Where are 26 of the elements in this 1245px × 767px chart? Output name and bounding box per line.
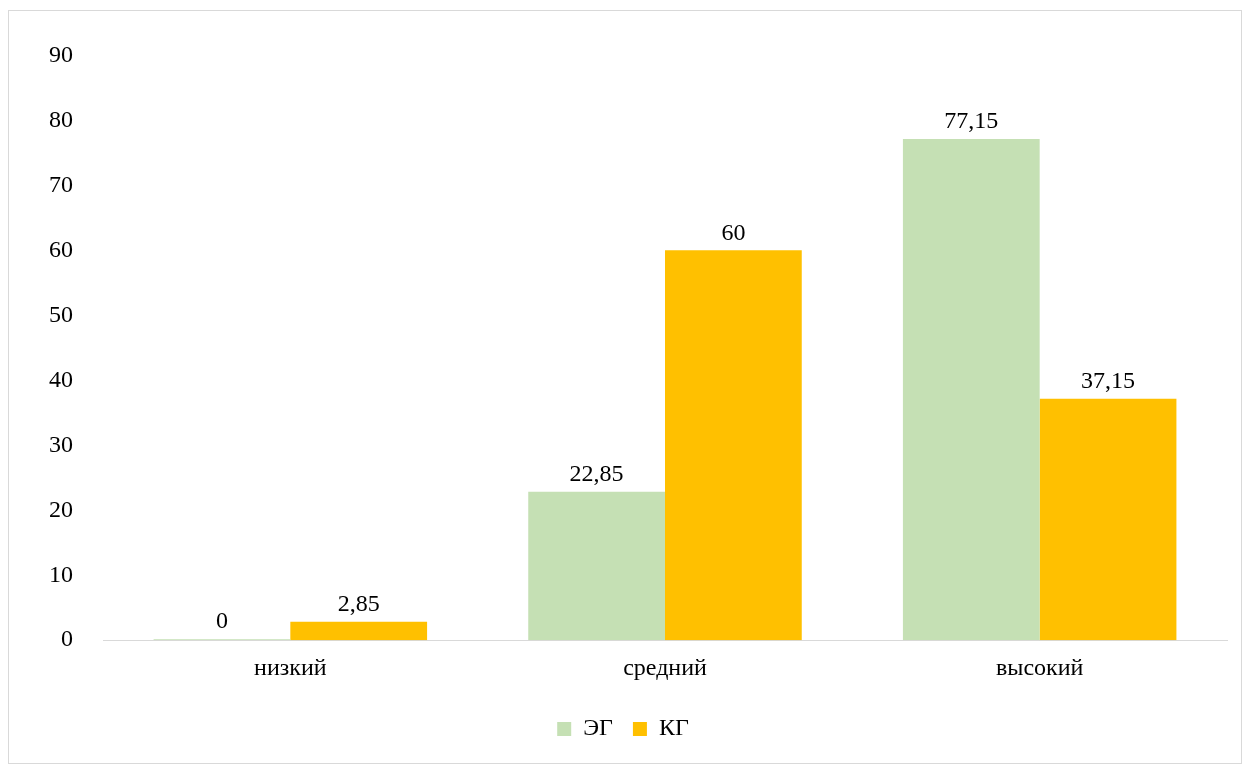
y-tick-label: 20 [49,495,73,522]
y-tick-label: 90 [49,40,73,67]
y-tick-label: 70 [49,170,73,197]
data-label: 77,15 [944,107,999,134]
data-label: 0 [215,607,228,634]
bar [528,491,665,641]
x-tick-label: высокий [995,653,1084,680]
bar [665,250,802,641]
y-tick-label: 0 [61,625,73,652]
data-label: 60 [721,218,746,245]
data-label: 37,15 [1081,367,1136,394]
legend-label: КГ [658,714,689,741]
x-tick-label: низкий [254,653,327,680]
x-tick-label: средний [623,653,708,680]
y-tick-label: 80 [49,105,73,132]
data-label: 2,85 [337,589,380,616]
y-tick-label: 10 [49,560,73,587]
bar [290,621,428,641]
data-label: 22,85 [569,460,624,487]
y-tick-label: 50 [49,300,73,327]
y-tick-label: 40 [49,365,73,392]
bar [1039,398,1177,641]
bar [902,138,1040,641]
legend-label: ЭГ [583,714,614,741]
y-tick-label: 30 [49,430,73,457]
y-tick-label: 60 [49,235,73,262]
